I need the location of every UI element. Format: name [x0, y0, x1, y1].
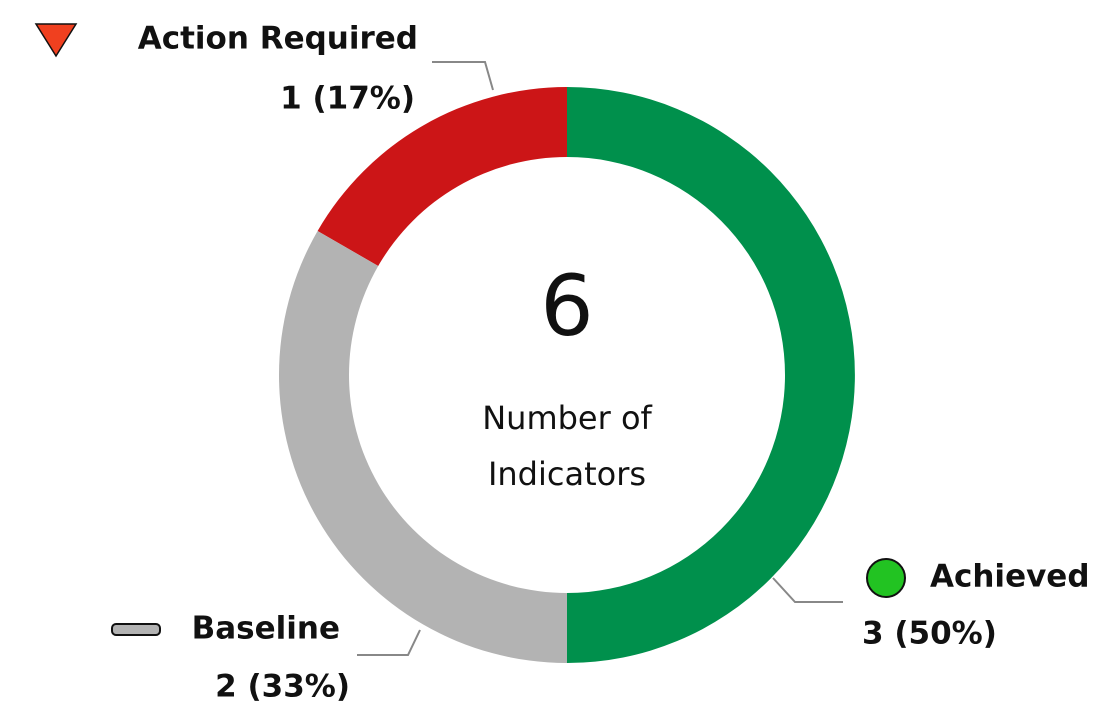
legend-icon [111, 623, 161, 636]
center-value: 6 [540, 257, 593, 355]
legend-icon [34, 23, 78, 58]
leader-line [357, 629, 421, 656]
value-label: 3 (50%) [862, 616, 997, 652]
legend-label: Achieved [930, 559, 1090, 595]
slice [317, 87, 567, 266]
value-label: 1 (17%) [280, 81, 415, 117]
legend-label: Baseline [192, 611, 340, 647]
center-label: Number of [482, 399, 652, 437]
leader-line [432, 61, 494, 91]
center-label: Indicators [488, 455, 646, 493]
legend-label: Action Required [138, 21, 418, 57]
slice [567, 87, 855, 663]
value-label: 2 (33%) [215, 669, 350, 705]
slice [279, 231, 567, 663]
legend-icon [866, 558, 906, 598]
leader-line [772, 577, 843, 603]
